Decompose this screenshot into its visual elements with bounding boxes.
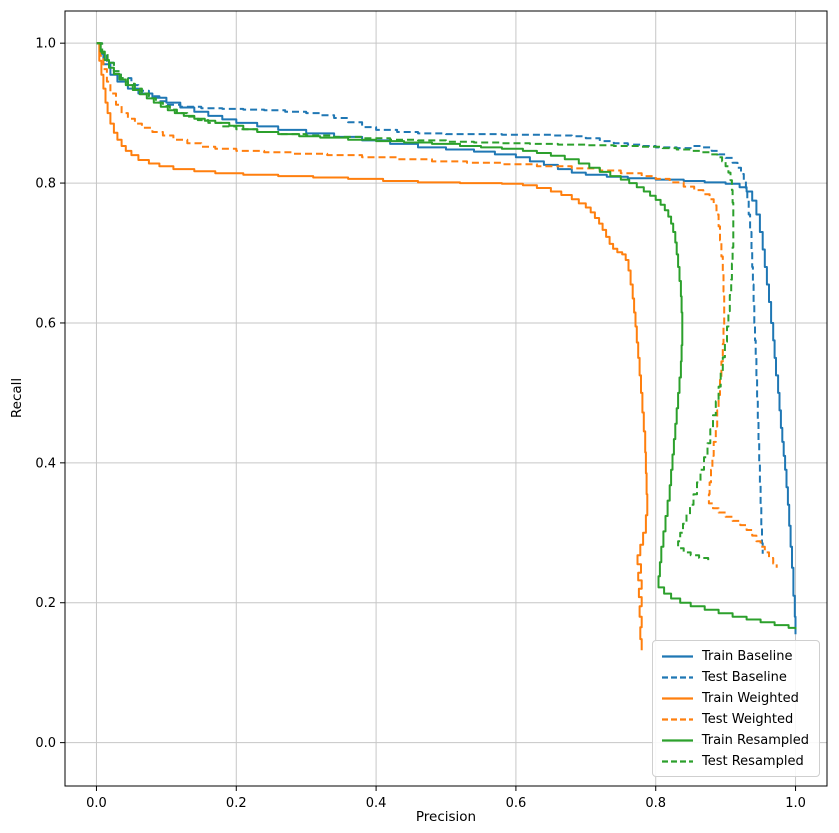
x-tick-label: 0.2: [226, 796, 247, 811]
y-tick-label: 0.0: [35, 736, 56, 751]
series-line-train-weighted: [96, 42, 649, 651]
series-line-test-weighted: [96, 42, 778, 568]
legend-label: Test Weighted: [702, 711, 794, 727]
x-tick-label: 0.6: [506, 796, 527, 811]
x-tick-label: 0.0: [86, 796, 107, 811]
y-tick-label: 1.0: [35, 37, 56, 52]
x-tick-label: 0.4: [366, 796, 387, 811]
legend-item-train-baseline: Train Baseline: [661, 647, 809, 665]
y-tick-label: 0.2: [35, 596, 56, 611]
legend-line-sample: [662, 655, 693, 658]
series-line-train-baseline: [96, 42, 797, 635]
legend-line-sample: [662, 718, 693, 721]
legend-item-train-resampled: Train Resampled: [661, 731, 809, 749]
axes-border: [64, 10, 828, 787]
legend-line-sample: [662, 760, 693, 763]
legend-label: Train Weighted: [702, 690, 799, 706]
legend: Train Baseline Test Baseline Train Weighte…: [652, 640, 820, 777]
legend-label: Train Resampled: [701, 732, 809, 748]
legend-item-test-resampled: Test Resampled: [661, 752, 809, 770]
legend-label: Test Baseline: [702, 669, 787, 685]
legend-item-test-baseline: Test Baseline: [661, 668, 809, 686]
y-tick-label: 0.8: [35, 177, 56, 192]
legend-line-sample: [662, 697, 693, 700]
legend-line-sample: [662, 676, 693, 679]
y-tick-label: 0.6: [35, 316, 56, 331]
legend-label: Test Resampled: [702, 753, 804, 769]
y-axis-label: Recall: [9, 377, 25, 419]
series-line-test-baseline: [96, 42, 764, 554]
x-axis-label: Precision: [415, 809, 477, 825]
y-tick-label: 0.4: [35, 456, 56, 471]
series-line-train-resampled: [96, 42, 797, 630]
x-tick-label: 1.0: [785, 796, 806, 811]
legend-item-test-weighted: Test Weighted: [661, 710, 809, 728]
legend-label: Train Baseline: [702, 648, 793, 664]
legend-line-sample: [662, 739, 693, 742]
x-tick-label: 0.8: [645, 796, 666, 811]
legend-item-train-weighted: Train Weighted: [661, 689, 809, 707]
